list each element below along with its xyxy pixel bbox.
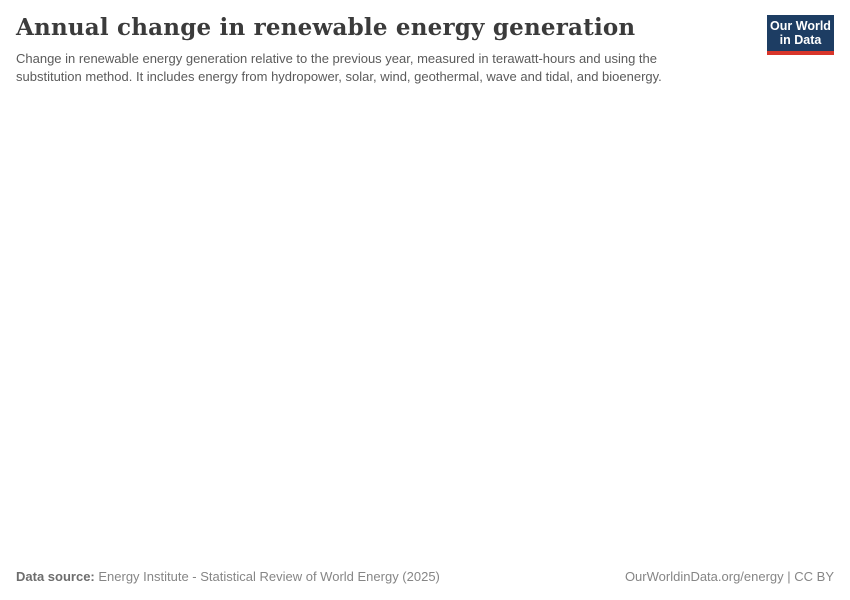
- owid-logo-text-line1: Our World: [770, 19, 831, 33]
- header-text-block: Annual change in renewable energy genera…: [16, 14, 751, 85]
- chart-footer: Data source: Energy Institute - Statisti…: [0, 569, 850, 600]
- owid-logo-text-line2: in Data: [779, 33, 822, 48]
- chart-subtitle: Change in renewable energy generation re…: [16, 50, 662, 84]
- owid-logo[interactable]: Our World in Data: [767, 15, 834, 55]
- chart-header: Annual change in renewable energy genera…: [0, 0, 850, 85]
- data-source-text: Energy Institute - Statistical Review of…: [94, 569, 440, 585]
- empty-plot-area: [0, 85, 850, 570]
- data-source-label: Data source:: [16, 569, 95, 585]
- data-source-line: Data source: Energy Institute - Statisti…: [16, 569, 440, 586]
- owid-url-license-link[interactable]: OurWorldinData.org/energy | CC BY: [624, 569, 834, 585]
- chart-title: Annual change in renewable energy genera…: [16, 14, 636, 41]
